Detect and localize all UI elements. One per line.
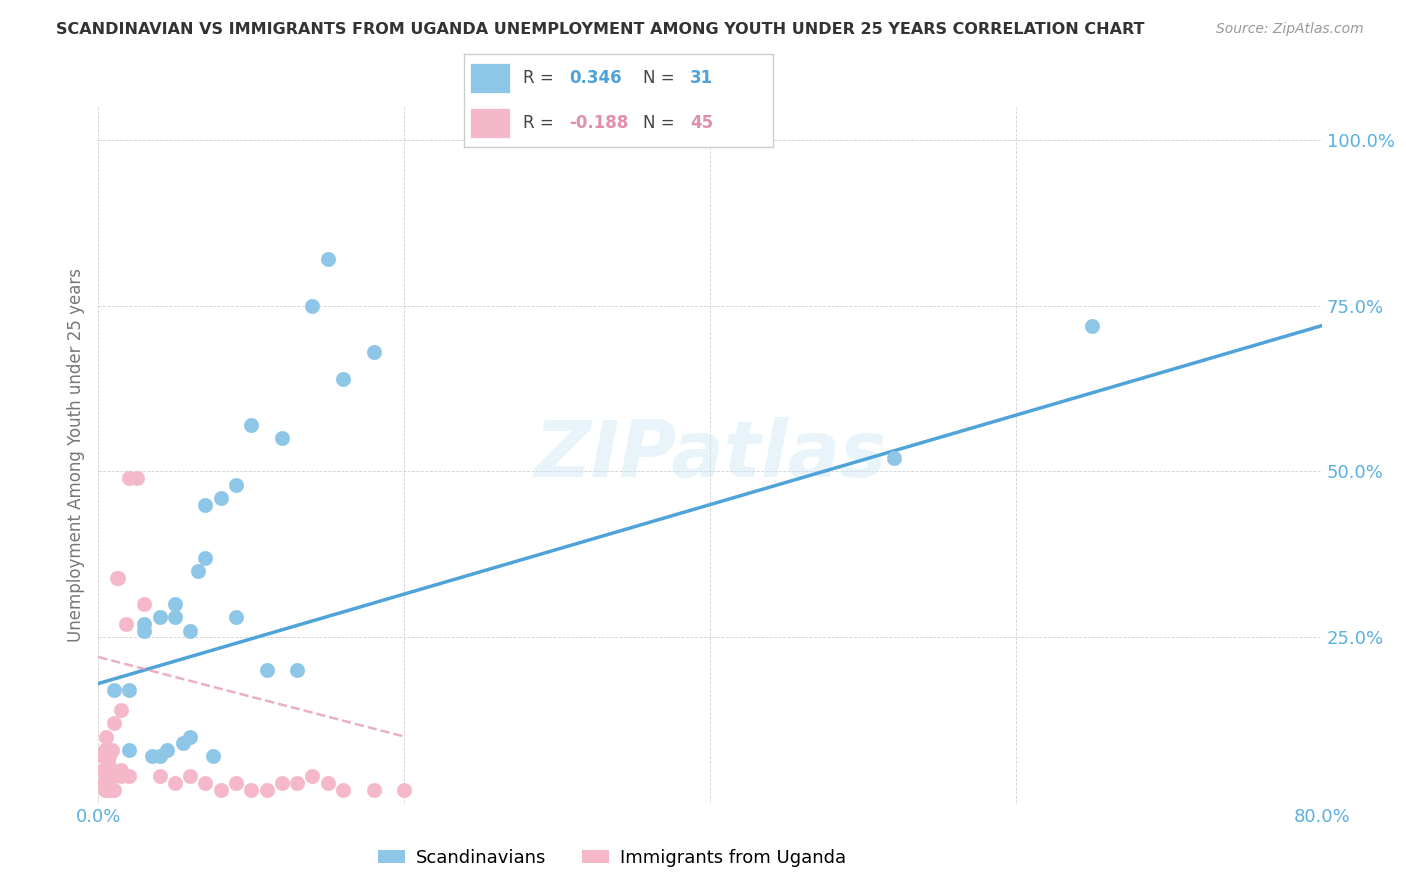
Text: 31: 31 (690, 69, 713, 87)
Point (93, 782, 115, 797)
Point (270, 776, 292, 790)
Point (94, 782, 117, 797)
Point (172, 736, 194, 750)
Point (240, 418, 263, 433)
Point (134, 597, 156, 611)
Point (240, 782, 263, 797)
Text: 45: 45 (690, 114, 713, 132)
Point (883, 451, 905, 466)
Point (225, 776, 247, 790)
Point (97, 776, 120, 790)
Point (316, 776, 339, 790)
Text: R =: R = (523, 69, 558, 87)
Point (194, 498, 217, 512)
Point (94, 730, 117, 744)
Point (110, 763, 132, 777)
Point (187, 564, 209, 578)
Text: Source: ZipAtlas.com: Source: ZipAtlas.com (1216, 22, 1364, 37)
Point (363, 782, 385, 797)
Point (103, 683, 125, 698)
Point (149, 749, 172, 764)
Point (103, 782, 125, 797)
Point (285, 776, 308, 790)
Point (101, 743, 124, 757)
Point (316, 252, 339, 267)
Point (118, 683, 141, 698)
Text: -0.188: -0.188 (569, 114, 628, 132)
Point (134, 624, 156, 638)
Point (105, 570, 128, 584)
Text: R =: R = (523, 114, 558, 132)
Point (110, 769, 132, 783)
Point (156, 743, 179, 757)
Point (163, 610, 186, 624)
Point (225, 477, 247, 491)
Y-axis label: Unemployment Among Youth under 25 years: Unemployment Among Youth under 25 years (66, 268, 84, 642)
Legend: Scandinavians, Immigrants from Uganda: Scandinavians, Immigrants from Uganda (371, 841, 853, 874)
Point (93, 763, 115, 777)
Text: N =: N = (644, 69, 681, 87)
Point (256, 782, 278, 797)
Point (115, 616, 138, 631)
Point (93, 743, 115, 757)
Point (91, 763, 114, 777)
Point (118, 769, 141, 783)
Point (141, 749, 163, 764)
Point (363, 345, 385, 359)
Point (194, 776, 217, 790)
FancyBboxPatch shape (470, 108, 510, 138)
Point (107, 570, 129, 584)
Point (179, 624, 201, 638)
Point (285, 663, 308, 677)
Point (270, 431, 292, 445)
Point (163, 597, 186, 611)
Point (163, 776, 186, 790)
Point (1081, 318, 1104, 333)
Point (100, 769, 122, 783)
Point (332, 782, 354, 797)
Point (134, 616, 156, 631)
Point (179, 730, 201, 744)
Point (101, 763, 124, 777)
Text: ZIPatlas: ZIPatlas (534, 417, 886, 493)
Point (125, 471, 148, 485)
Point (98, 749, 121, 764)
Point (332, 372, 354, 386)
Point (97, 756, 120, 770)
Point (225, 610, 247, 624)
Text: 0.346: 0.346 (569, 69, 621, 87)
Point (103, 769, 125, 783)
Point (194, 550, 217, 565)
Point (202, 749, 225, 764)
Point (209, 491, 232, 505)
Point (118, 743, 141, 757)
Point (91, 776, 114, 790)
Point (179, 769, 201, 783)
Point (110, 703, 132, 717)
Text: SCANDINAVIAN VS IMMIGRANTS FROM UGANDA UNEMPLOYMENT AMONG YOUTH UNDER 25 YEARS C: SCANDINAVIAN VS IMMIGRANTS FROM UGANDA U… (56, 22, 1144, 37)
Point (94, 769, 117, 783)
Point (301, 769, 323, 783)
Point (98, 776, 121, 790)
Point (118, 471, 141, 485)
Point (209, 782, 232, 797)
Point (256, 663, 278, 677)
Point (100, 782, 122, 797)
Point (149, 769, 172, 783)
FancyBboxPatch shape (470, 63, 510, 93)
Text: N =: N = (644, 114, 681, 132)
Point (392, 782, 416, 797)
Point (103, 716, 125, 731)
Point (301, 299, 323, 313)
Point (149, 610, 172, 624)
Point (91, 749, 114, 764)
